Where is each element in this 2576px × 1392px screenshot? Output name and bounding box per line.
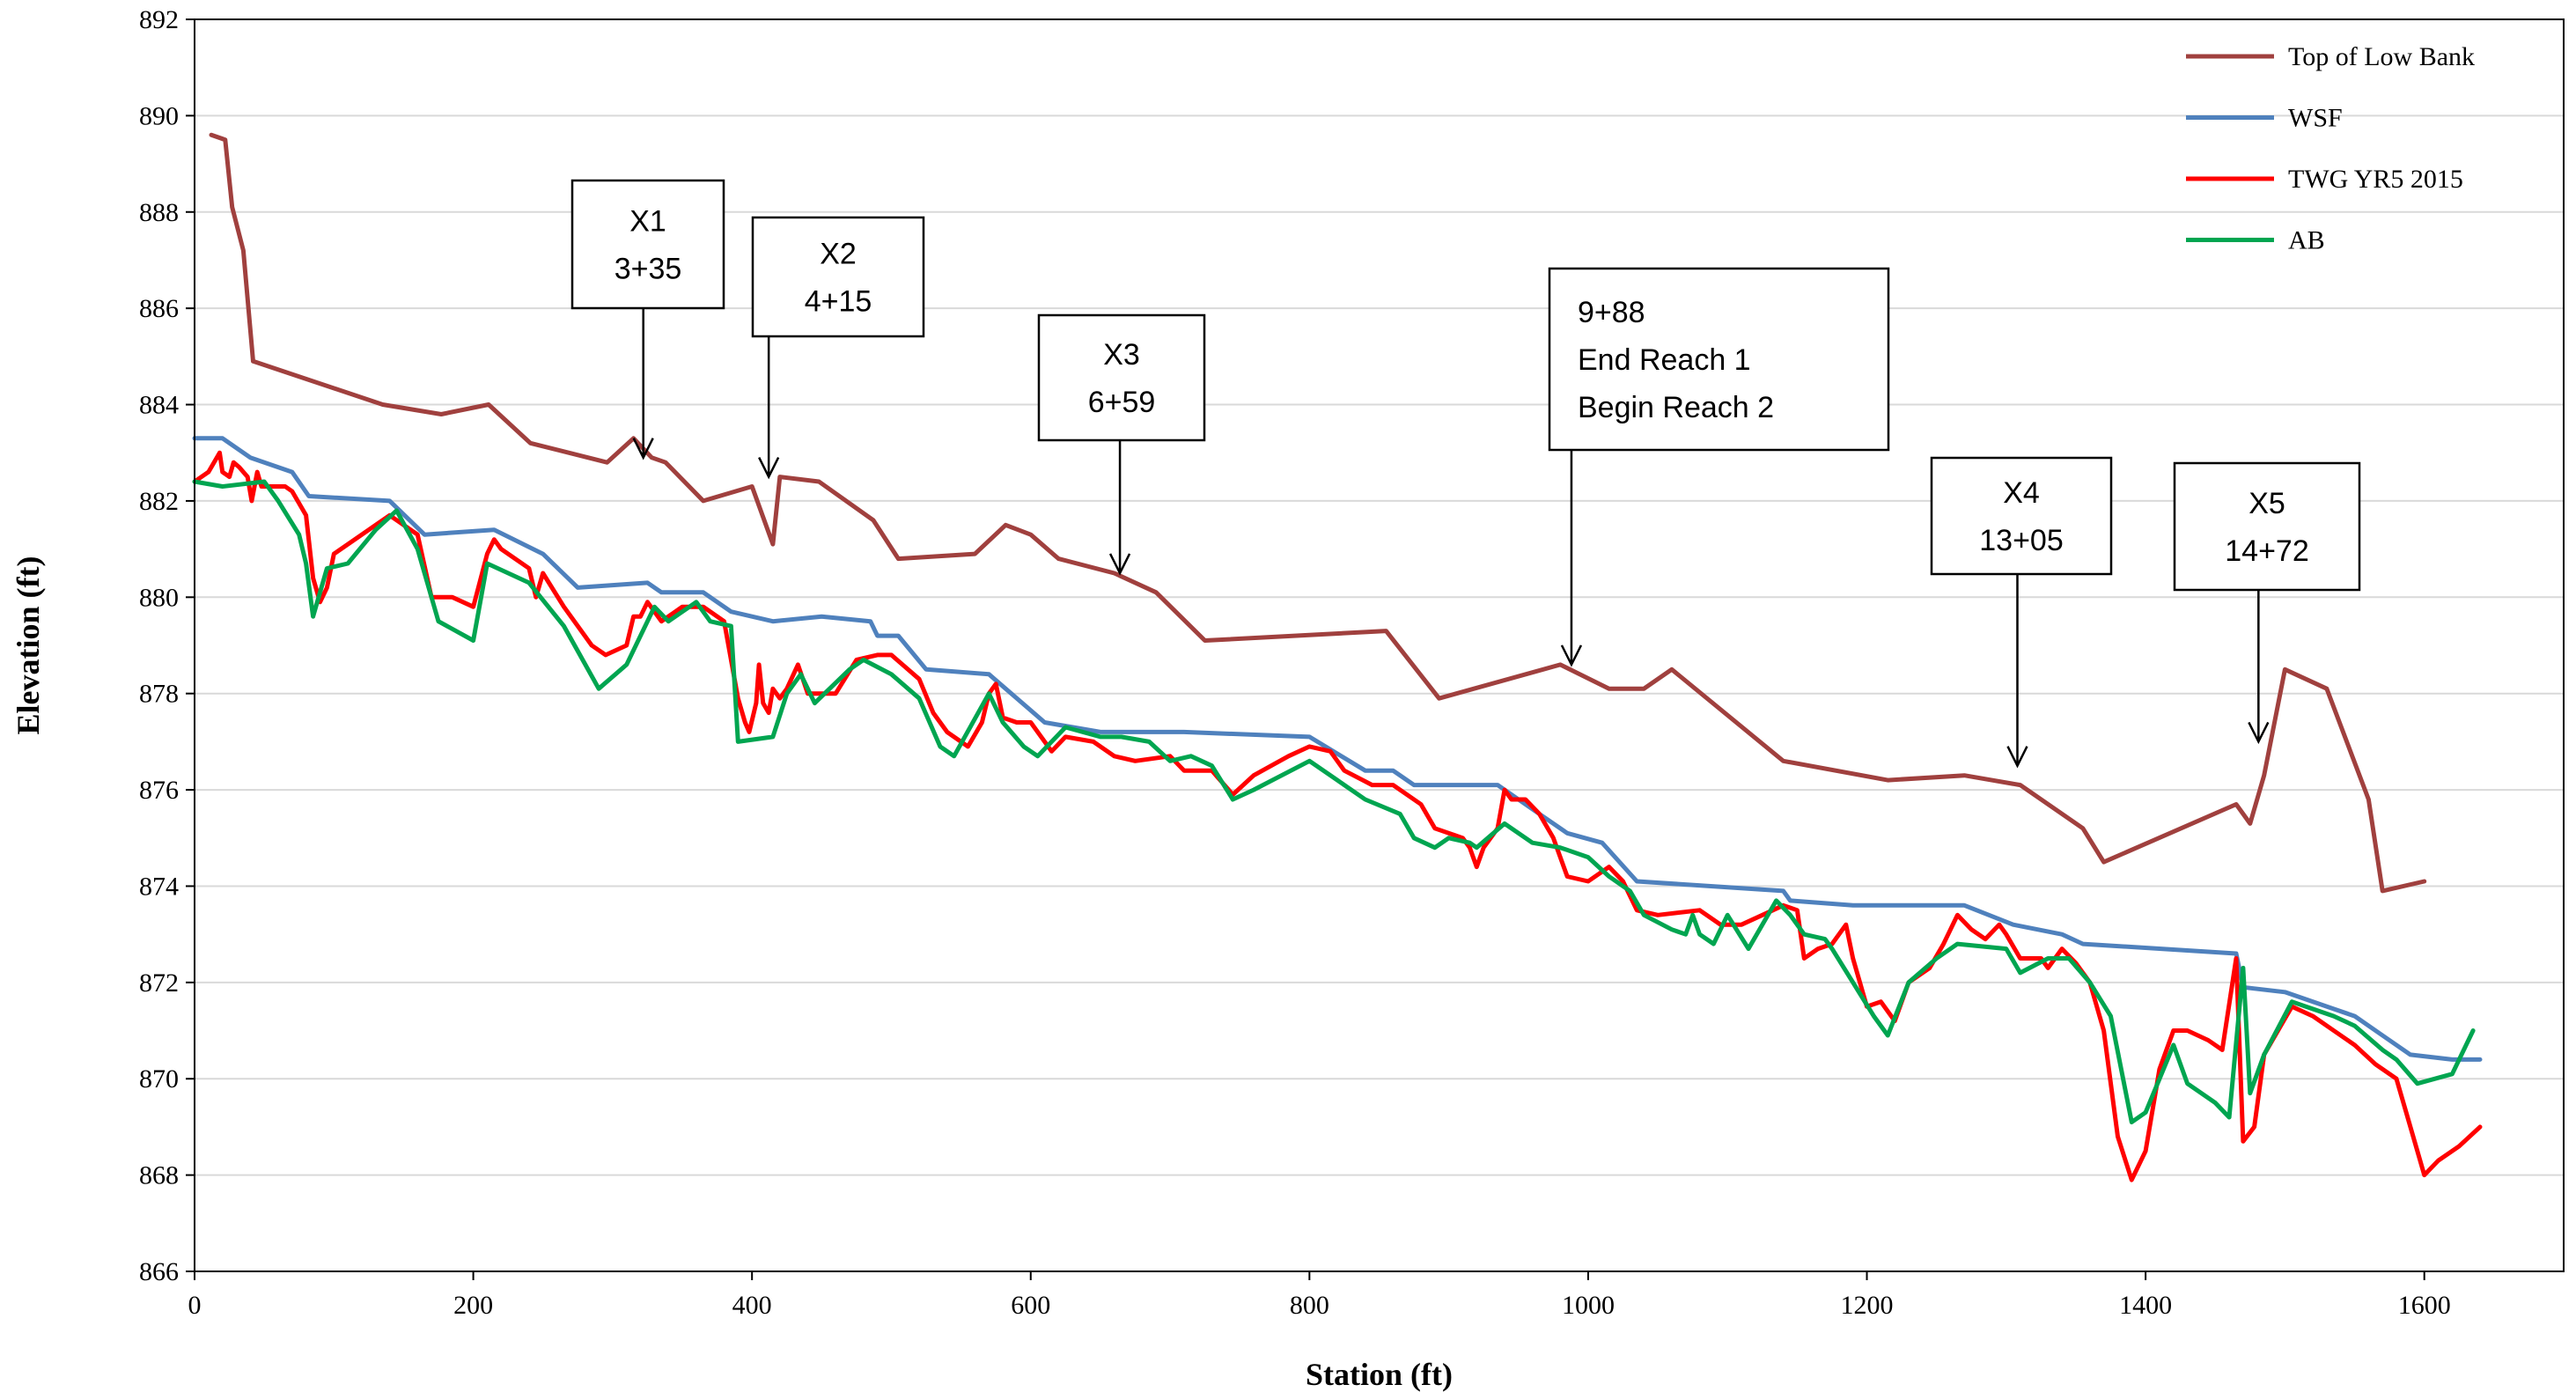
station-annotations: X1 3+35 X2 4+15 X3 6+59 9+88 End Reach 1 Begin R…: [570, 179, 2361, 769]
series-line-4: [192, 479, 2476, 1124]
y-tick-label: 884: [139, 391, 179, 420]
annotation-box: [751, 216, 925, 338]
annotation-arrowhead: [1108, 553, 1131, 576]
y-tick-label: 880: [139, 583, 179, 612]
y-axis-title: Elevation (ft): [11, 556, 46, 735]
x-tick-label: 1200: [1841, 1291, 1894, 1320]
y-tick-label: 886: [139, 294, 179, 323]
annotation-text: X3: [1103, 338, 1140, 372]
annotation-text: X5: [2248, 487, 2285, 520]
annotation-3: X3 6+59: [1037, 313, 1206, 576]
annotation-box: [1548, 267, 1890, 452]
axes: [186, 18, 2565, 1280]
legend-label-2: WSF: [2288, 104, 2343, 133]
y-tick-label: 890: [139, 101, 179, 130]
annotation-text: Begin Reach 2: [1578, 391, 1774, 424]
annotation-arrowhead: [2006, 746, 2028, 769]
annotation-box: [2173, 461, 2361, 592]
y-tick-label: 872: [139, 969, 179, 998]
y-tick-label: 888: [139, 198, 179, 227]
legend-label-1: Top of Low Bank: [2288, 42, 2475, 71]
x-tick-label: 1600: [2398, 1291, 2451, 1320]
annotation-text: X1: [629, 205, 666, 239]
plot-frame: [194, 18, 2565, 1272]
annotation-5: X4 13+05: [1930, 456, 2113, 769]
annotation-arrowhead: [632, 438, 654, 460]
annotation-text: 14+72: [2225, 534, 2309, 568]
annotation-text: End Reach 1: [1578, 343, 1751, 377]
legend: Top of Low Bank WSF TWG YR5 2015 AB: [2186, 42, 2475, 255]
y-tick-label: 874: [139, 872, 179, 901]
series-line-2: [192, 436, 2483, 1062]
x-tick-label: 400: [732, 1291, 772, 1320]
annotation-arrowhead: [758, 457, 780, 480]
annotation-box: [1037, 313, 1206, 442]
series-line-3: [192, 450, 2483, 1182]
annotation-box: [570, 179, 725, 310]
x-tick-label: 0: [188, 1291, 202, 1320]
annotation-text: X4: [2003, 476, 2040, 510]
y-tick-label: 876: [139, 776, 179, 805]
series-lines: [192, 132, 2483, 1182]
y-tick-label: 878: [139, 680, 179, 709]
annotation-box: [1930, 456, 2113, 576]
annotation-text: 4+15: [805, 285, 872, 319]
y-tick-label: 870: [139, 1064, 179, 1094]
x-tick-label: 600: [1011, 1291, 1050, 1320]
x-tick-label: 1400: [2119, 1291, 2172, 1320]
annotation-4: 9+88 End Reach 1 Begin Reach 2: [1548, 267, 1890, 667]
annotation-text: X2: [820, 238, 857, 271]
legend-label-4: AB: [2288, 226, 2325, 255]
series-line-1: [209, 132, 2427, 894]
annotation-text: 9+88: [1578, 296, 1645, 329]
annotation-arrowhead: [2248, 721, 2270, 745]
annotation-6: X5 14+72: [2173, 461, 2361, 745]
tick-labels: 866 868 870 872 874 876 878 880 882 884 886 888 890 8…: [139, 5, 2451, 1320]
annotation-text: 3+35: [615, 253, 682, 286]
x-tick-label: 1000: [1562, 1291, 1615, 1320]
y-tick-label: 866: [139, 1257, 179, 1286]
annotation-1: X1 3+35: [570, 179, 725, 460]
y-tick-label: 882: [139, 487, 179, 516]
gridlines: [195, 18, 2564, 1176]
annotation-arrowhead: [1560, 644, 1583, 667]
y-tick-label: 868: [139, 1161, 179, 1190]
annotation-text: 13+05: [1979, 524, 2064, 557]
x-axis-title: Station (ft): [1306, 1357, 1453, 1392]
annotation-2: X2 4+15: [751, 216, 925, 480]
x-tick-label: 200: [453, 1291, 493, 1320]
legend-label-3: TWG YR5 2015: [2288, 165, 2463, 194]
y-tick-label: 892: [139, 5, 179, 34]
x-tick-label: 800: [1290, 1291, 1329, 1320]
annotation-text: 6+59: [1088, 386, 1156, 419]
